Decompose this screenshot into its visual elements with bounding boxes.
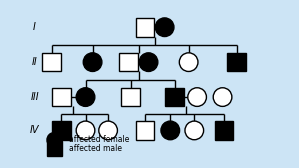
Bar (47, 141, 62, 156)
Text: IV: IV (30, 125, 39, 135)
Text: affected male: affected male (69, 144, 122, 153)
Ellipse shape (185, 121, 204, 140)
Ellipse shape (83, 53, 102, 71)
Bar (119, 53, 138, 71)
Bar (227, 53, 246, 71)
Text: affected female: affected female (69, 135, 129, 144)
Text: I: I (33, 22, 36, 32)
Ellipse shape (76, 121, 95, 140)
Bar (215, 121, 233, 140)
Ellipse shape (161, 121, 180, 140)
Ellipse shape (213, 88, 232, 106)
Ellipse shape (188, 88, 206, 106)
Ellipse shape (47, 133, 62, 147)
Text: III: III (30, 92, 39, 102)
Ellipse shape (179, 53, 198, 71)
Bar (165, 88, 184, 106)
Bar (52, 121, 71, 140)
Ellipse shape (139, 53, 158, 71)
Bar (121, 88, 140, 106)
Bar (135, 18, 154, 37)
Ellipse shape (155, 18, 174, 37)
Bar (135, 121, 154, 140)
Ellipse shape (99, 121, 118, 140)
Text: II: II (32, 57, 37, 67)
Bar (42, 53, 61, 71)
Ellipse shape (76, 88, 95, 106)
Bar (52, 88, 71, 106)
